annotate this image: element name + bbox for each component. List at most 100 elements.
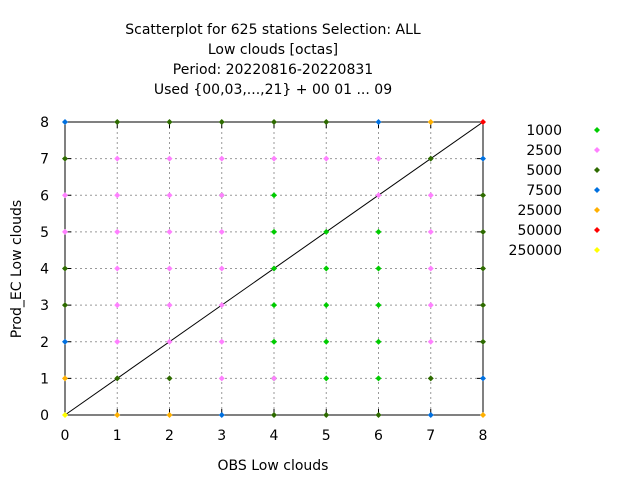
data-point-2500 [271, 375, 277, 382]
data-point-5000 [62, 302, 68, 309]
data-point-2500 [62, 192, 68, 199]
legend-marker [594, 147, 600, 153]
data-point-2500 [271, 155, 277, 162]
y-tick-label: 1 [40, 371, 49, 387]
title-line-3: Period: 20220816-20220831 [173, 62, 373, 78]
data-point-5000 [375, 412, 382, 418]
data-point-1000 [375, 302, 382, 309]
legend-label: 250000 [509, 243, 562, 259]
data-point-1000 [375, 375, 382, 382]
data-point-25000 [166, 412, 173, 418]
data-point-1000 [271, 265, 277, 272]
y-axis-label: Prod_EC Low clouds [9, 200, 25, 338]
x-tick-label: 4 [270, 428, 279, 444]
data-point-2500 [218, 338, 225, 345]
legend-label: 5000 [526, 163, 562, 179]
data-point-7500 [218, 412, 225, 418]
x-tick-label: 3 [217, 428, 226, 444]
data-point-5000 [480, 265, 486, 272]
x-tick-label: 2 [165, 428, 174, 444]
data-point-2500 [218, 302, 225, 309]
x-tick-label: 1 [113, 428, 122, 444]
data-point-2500 [427, 302, 434, 309]
data-point-5000 [166, 119, 173, 125]
legend-label: 25000 [517, 203, 562, 219]
legend-marker [594, 187, 600, 193]
data-point-1000 [271, 228, 277, 235]
data-point-25000 [427, 119, 434, 125]
data-point-5000 [480, 338, 486, 345]
legend-marker [594, 127, 600, 133]
data-point-2500 [323, 155, 330, 162]
data-point-5000 [480, 302, 486, 309]
data-point-5000 [323, 119, 330, 125]
data-point-2500 [427, 265, 434, 272]
data-point-5000 [323, 412, 330, 418]
data-point-2500 [166, 265, 173, 272]
data-point-5000 [62, 265, 68, 272]
legend-marker [594, 227, 600, 233]
data-point-5000 [271, 119, 277, 125]
y-tick-label: 3 [40, 298, 49, 314]
legend-marker [594, 167, 600, 173]
axis-ticks: 0 1 2 3 4 5 6 7 8 0 1 2 3 4 5 6 7 8 [40, 115, 487, 444]
chart-title: Scatterplot for 625 stations Selection: … [125, 22, 421, 98]
data-point-5000 [218, 119, 225, 125]
data-point-2500 [114, 155, 121, 162]
data-point-2500 [427, 192, 434, 199]
data-point-1000 [375, 228, 382, 235]
data-point-2500 [427, 228, 434, 235]
y-tick-label: 4 [40, 262, 49, 278]
legend-label: 2500 [526, 143, 562, 159]
title-line-1: Scatterplot for 625 stations Selection: … [125, 22, 421, 38]
data-point-2500 [166, 192, 173, 199]
data-point-7500 [480, 375, 486, 382]
legend: 1000 2500 5000 7500 25000 50000 250000 [509, 123, 600, 259]
data-point-7500 [375, 119, 382, 125]
data-point-5000 [62, 155, 68, 162]
data-points [62, 119, 486, 418]
data-point-5000 [427, 155, 434, 162]
data-point-25000 [114, 412, 121, 418]
data-point-1000 [323, 265, 330, 272]
data-point-2500 [427, 338, 434, 345]
y-tick-label: 0 [40, 408, 49, 424]
x-tick-label: 0 [61, 428, 70, 444]
data-point-1000 [271, 192, 277, 199]
data-point-2500 [218, 192, 225, 199]
data-point-5000 [166, 375, 173, 382]
x-tick-label: 5 [322, 428, 331, 444]
data-point-5000 [480, 228, 486, 235]
data-point-2500 [114, 228, 121, 235]
data-point-7500 [62, 119, 68, 125]
data-point-7500 [480, 155, 486, 162]
data-point-2500 [218, 375, 225, 382]
y-tick-label: 2 [40, 335, 49, 351]
data-point-25000 [62, 375, 68, 382]
data-point-2500 [166, 338, 173, 345]
legend-label: 50000 [517, 223, 562, 239]
data-point-2500 [218, 265, 225, 272]
data-point-250000 [62, 412, 68, 418]
data-point-50000 [480, 119, 486, 125]
data-point-2500 [114, 302, 121, 309]
data-point-5000 [271, 412, 277, 418]
data-point-5000 [114, 119, 121, 125]
legend-marker [594, 207, 600, 213]
y-tick-label: 5 [40, 225, 49, 241]
data-point-5000 [427, 375, 434, 382]
data-point-7500 [62, 338, 68, 345]
data-point-2500 [166, 155, 173, 162]
data-point-1000 [323, 375, 330, 382]
data-point-2500 [166, 228, 173, 235]
data-point-1000 [323, 302, 330, 309]
data-point-25000 [480, 412, 486, 418]
data-point-1000 [323, 228, 330, 235]
x-tick-label: 6 [374, 428, 383, 444]
y-tick-label: 7 [40, 152, 49, 168]
x-axis-label: OBS Low clouds [218, 458, 329, 474]
x-tick-label: 7 [426, 428, 435, 444]
data-point-1000 [323, 338, 330, 345]
data-point-7500 [427, 412, 434, 418]
